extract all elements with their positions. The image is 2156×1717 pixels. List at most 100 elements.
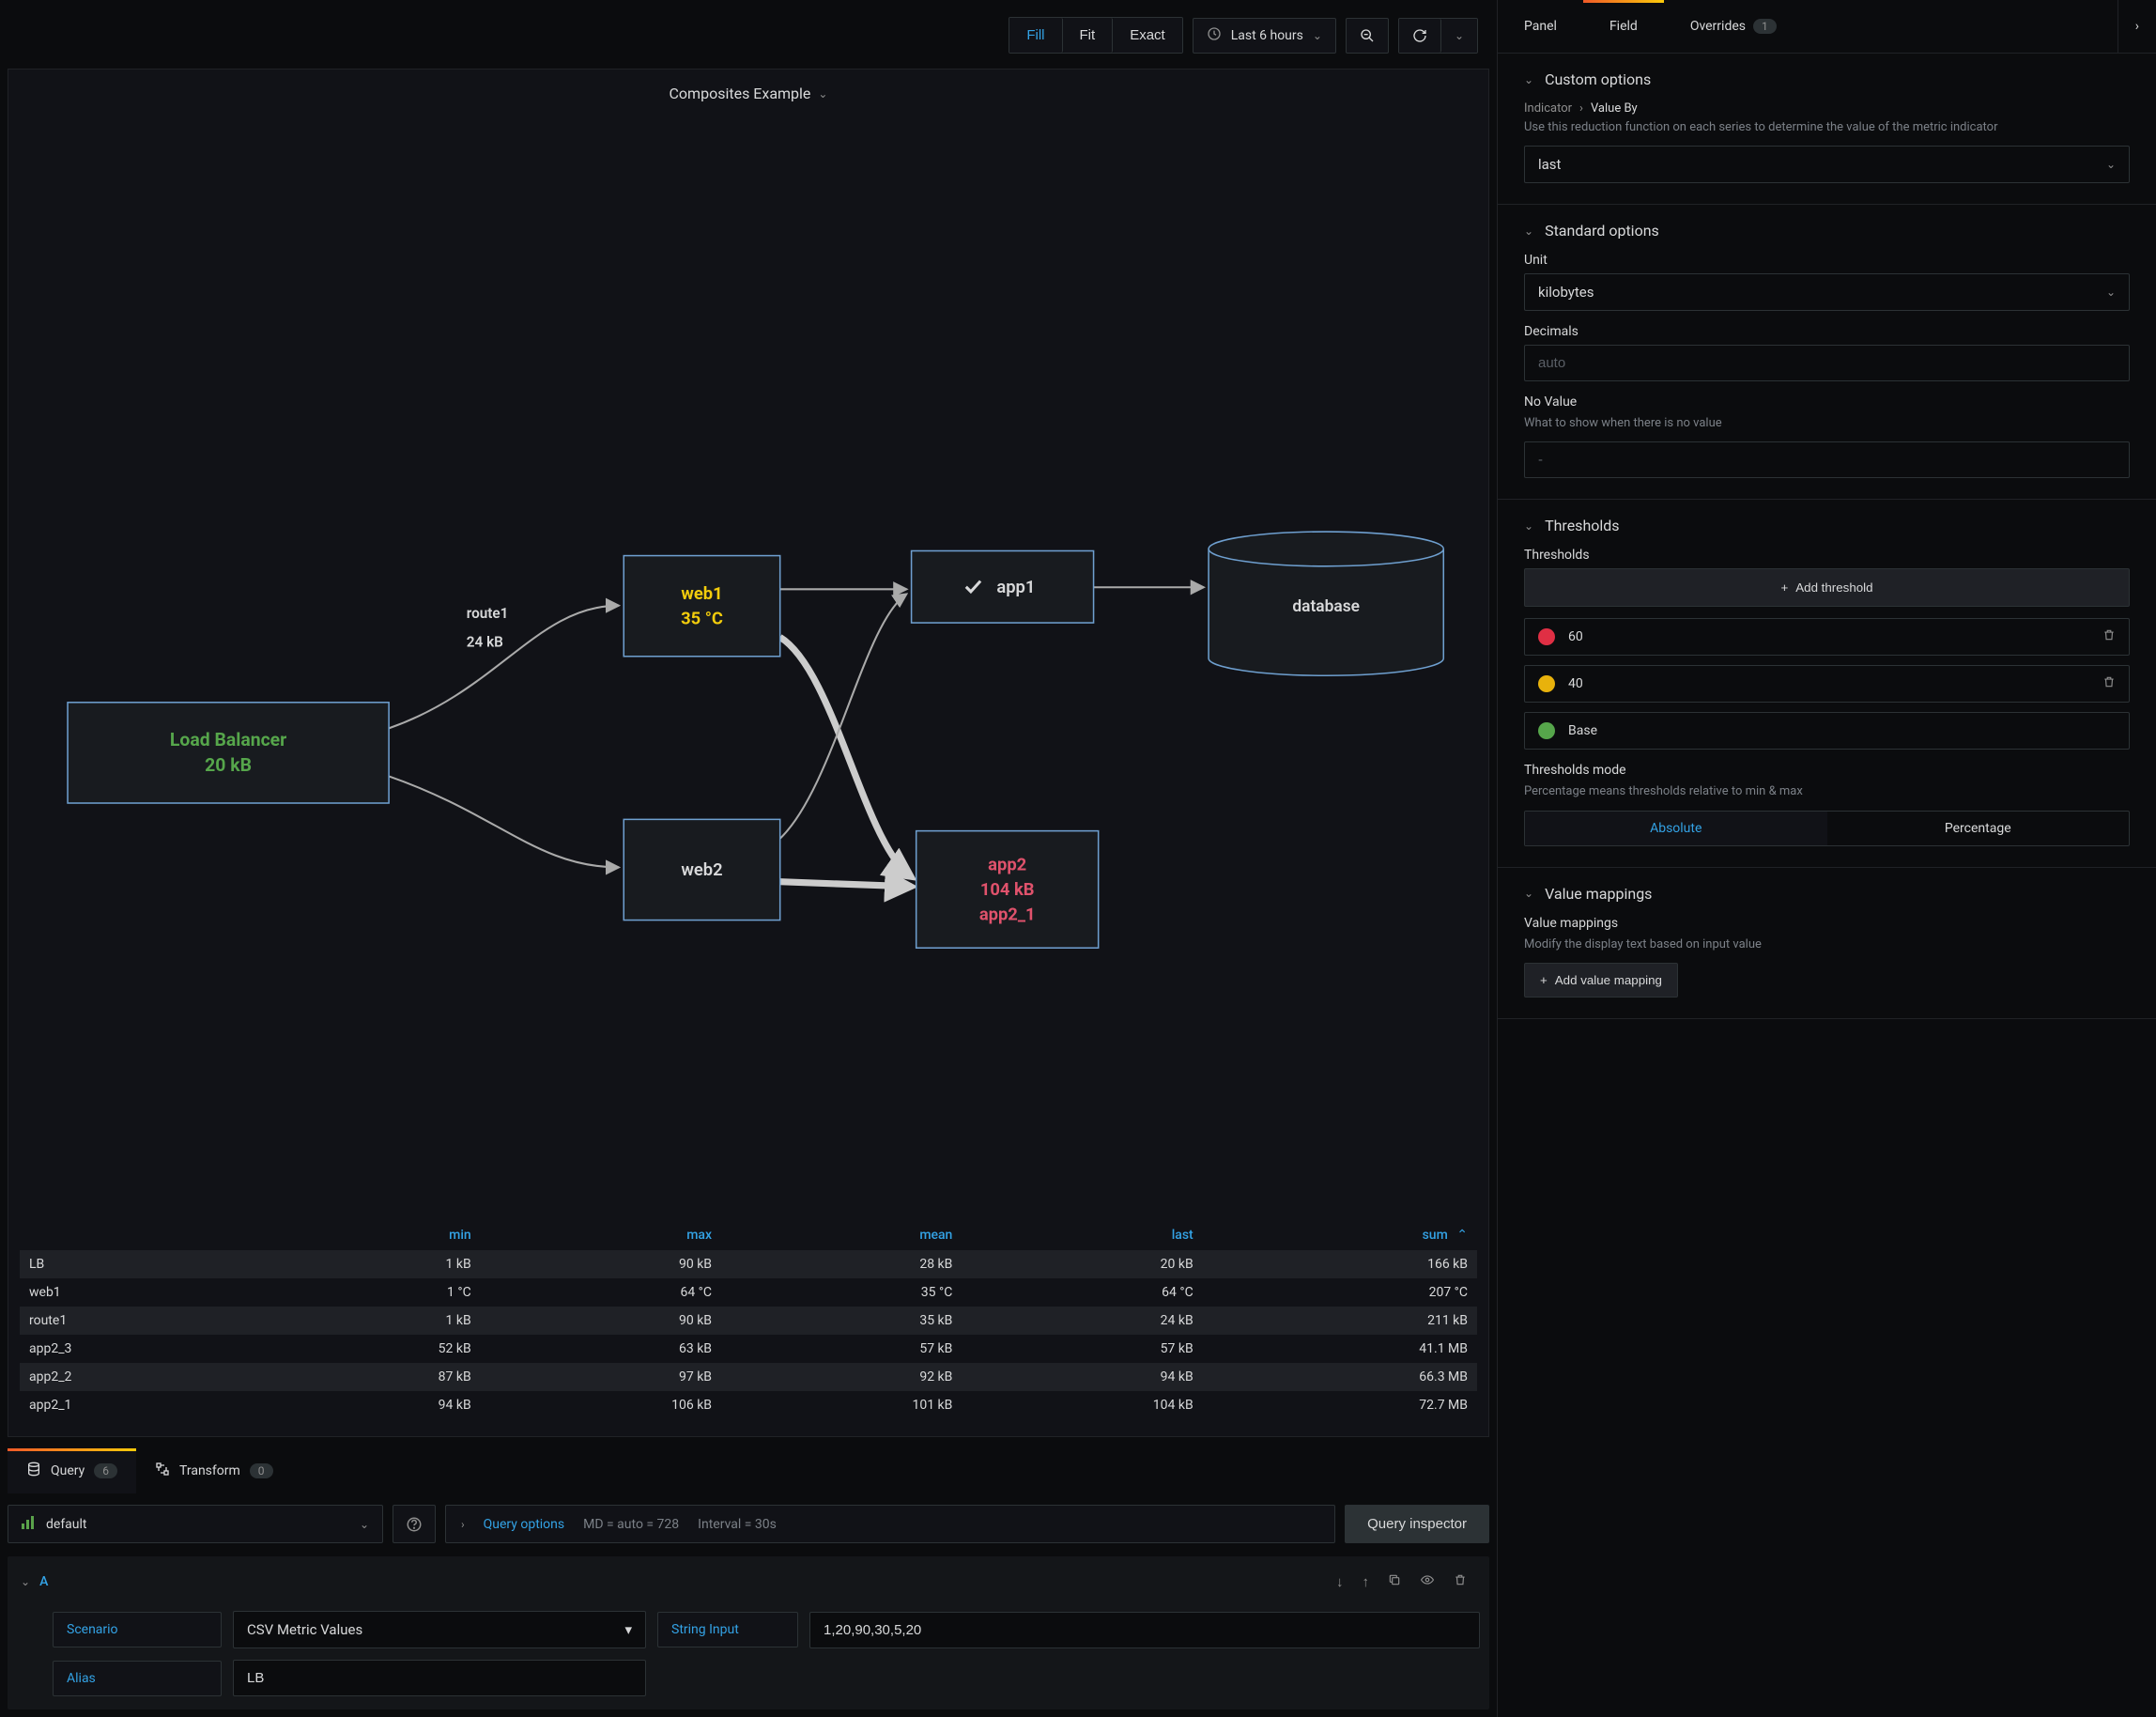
section-vm-head[interactable]: ⌄ Value mappings	[1524, 885, 2130, 903]
database-icon	[26, 1462, 41, 1480]
query-inspector-button[interactable]: Query inspector	[1345, 1505, 1489, 1543]
threshold-value[interactable]: 40	[1568, 676, 2089, 691]
table-header[interactable]: sum ⌃	[1203, 1220, 1477, 1250]
mode-percentage[interactable]: Percentage	[1827, 812, 2130, 845]
threshold-row[interactable]: Base	[1524, 712, 2130, 750]
chevron-down-icon: ⌄	[818, 87, 827, 101]
thresholds-mode-toggle: Absolute Percentage	[1524, 811, 2130, 846]
section-thresholds: ⌄ Thresholds Thresholds + Add threshold …	[1498, 500, 2156, 867]
toggle-visibility-button[interactable]	[1410, 1568, 1444, 1596]
table-cell: 52 kB	[270, 1335, 480, 1363]
node-label: Load Balancer	[170, 729, 286, 750]
exact-button[interactable]: Exact	[1113, 18, 1182, 53]
add-threshold-button[interactable]: + Add threshold	[1524, 568, 2130, 607]
chevron-down-icon: ⌄	[1524, 73, 1533, 86]
diagram-node-web2[interactable]: web2	[624, 819, 779, 920]
chevron-down-icon: ⌄	[1524, 887, 1533, 900]
node-label: 35 °C	[681, 610, 723, 629]
vm-label: Value mappings	[1524, 916, 2130, 931]
time-range-picker[interactable]: Last 6 hours ⌄	[1193, 18, 1336, 54]
expand-sidebar-button[interactable]: ›	[2118, 0, 2156, 53]
chevron-down-icon[interactable]: ⌄	[21, 1575, 30, 1588]
valueby-select[interactable]: last ⌄	[1524, 146, 2130, 183]
move-up-button[interactable]: ↑	[1353, 1569, 1379, 1596]
edge-label: 24 kB	[467, 634, 503, 651]
refresh-button[interactable]	[1399, 19, 1441, 53]
table-cell: 90 kB	[481, 1250, 721, 1278]
mode-absolute[interactable]: Absolute	[1525, 812, 1827, 845]
table-cell: 101 kB	[721, 1391, 962, 1419]
tab-field[interactable]: Field	[1583, 0, 1664, 53]
thresholds-label: Thresholds	[1524, 548, 2130, 563]
diagram-node-app1[interactable]: app1	[912, 550, 1094, 623]
fit-button[interactable]: Fit	[1063, 18, 1114, 53]
delete-threshold-button[interactable]	[2102, 675, 2116, 692]
threshold-color-dot[interactable]	[1538, 722, 1555, 739]
refresh-interval-button[interactable]: ⌄	[1441, 19, 1477, 53]
table-row: LB1 kB90 kB28 kB20 kB166 kB	[20, 1250, 1477, 1278]
table-cell: 1 °C	[270, 1278, 480, 1307]
threshold-color-dot[interactable]	[1538, 628, 1555, 645]
novalue-hint: What to show when there is no value	[1524, 415, 2130, 432]
delete-query-button[interactable]	[1444, 1568, 1476, 1596]
chevron-right-icon: ›	[1579, 101, 1583, 116]
query-options[interactable]: › Query options MD = auto = 728 Interval…	[445, 1505, 1335, 1543]
diagram-node-db[interactable]: database	[1209, 532, 1443, 675]
tab-overrides[interactable]: Overrides 1	[1664, 0, 1803, 53]
table-cell: 94 kB	[962, 1363, 1202, 1391]
plus-icon: +	[1540, 973, 1548, 987]
table-row: app2_194 kB106 kB101 kB104 kB72.7 MB	[20, 1391, 1477, 1419]
add-value-mapping-button[interactable]: + Add value mapping	[1524, 963, 1678, 998]
table-cell: 1 kB	[270, 1307, 480, 1335]
table-cell: 41.1 MB	[1203, 1335, 1477, 1363]
section-standard-head[interactable]: ⌄ Standard options	[1524, 222, 2130, 240]
table-header[interactable]: mean	[721, 1220, 962, 1250]
valueby-value: last	[1538, 156, 1561, 173]
section-custom-head[interactable]: ⌄ Custom options	[1524, 70, 2130, 88]
duplicate-button[interactable]	[1378, 1568, 1410, 1596]
string-input-field[interactable]	[809, 1612, 1480, 1648]
tab-overrides-label: Overrides	[1690, 19, 1746, 34]
decimals-input[interactable]	[1524, 345, 2130, 381]
diagram-node-app2[interactable]: app2104 kBapp2_1	[916, 831, 1099, 949]
table-header[interactable]	[20, 1220, 270, 1250]
table-header[interactable]: min	[270, 1220, 480, 1250]
arrow-down-icon: ↓	[1336, 1574, 1344, 1590]
novalue-input[interactable]	[1524, 441, 2130, 478]
section-value-mappings: ⌄ Value mappings Value mappings Modify t…	[1498, 868, 2156, 1019]
panel-title[interactable]: Composites Example ⌄	[20, 79, 1477, 119]
section-custom-options: ⌄ Custom options Indicator › Value By Us…	[1498, 54, 2156, 205]
section-thresholds-head[interactable]: ⌄ Thresholds	[1524, 517, 2130, 534]
decimals-label: Decimals	[1524, 324, 2130, 339]
threshold-row[interactable]: 40	[1524, 665, 2130, 703]
unit-value: kilobytes	[1538, 284, 1594, 301]
query-tabs: Query 6 Transform 0	[8, 1448, 1489, 1493]
tab-transform[interactable]: Transform 0	[136, 1448, 292, 1493]
delete-threshold-button[interactable]	[2102, 628, 2116, 645]
datasource-picker[interactable]: default ⌄	[8, 1505, 383, 1543]
fill-button[interactable]: Fill	[1009, 18, 1062, 53]
tab-panel[interactable]: Panel	[1498, 0, 1583, 53]
threshold-row[interactable]: 60	[1524, 618, 2130, 656]
threshold-color-dot[interactable]	[1538, 675, 1555, 692]
zoom-out-button[interactable]	[1346, 18, 1389, 54]
trash-icon	[1454, 1573, 1467, 1586]
scenario-select[interactable]: CSV Metric Values ▾	[233, 1611, 646, 1648]
unit-select[interactable]: kilobytes ⌄	[1524, 273, 2130, 311]
scenario-value: CSV Metric Values	[247, 1621, 362, 1638]
threshold-value[interactable]: Base	[1568, 723, 2116, 738]
alias-field[interactable]	[233, 1660, 646, 1696]
table-header[interactable]: max	[481, 1220, 721, 1250]
datasource-icon	[22, 1516, 37, 1533]
diagram-node-web1[interactable]: web135 °C	[624, 556, 779, 657]
datasource-help-button[interactable]	[393, 1505, 436, 1543]
add-vm-label: Add value mapping	[1555, 973, 1662, 987]
table-cell: 90 kB	[481, 1307, 721, 1335]
thresholds-mode-label: Thresholds mode	[1524, 763, 2130, 778]
sort-icon: ⌃	[1454, 1228, 1468, 1243]
move-down-button[interactable]: ↓	[1327, 1569, 1353, 1596]
threshold-value[interactable]: 60	[1568, 629, 2089, 644]
diagram-node-lb[interactable]: Load Balancer20 kB	[68, 703, 389, 803]
table-header[interactable]: last	[962, 1220, 1202, 1250]
tab-query[interactable]: Query 6	[8, 1448, 136, 1493]
